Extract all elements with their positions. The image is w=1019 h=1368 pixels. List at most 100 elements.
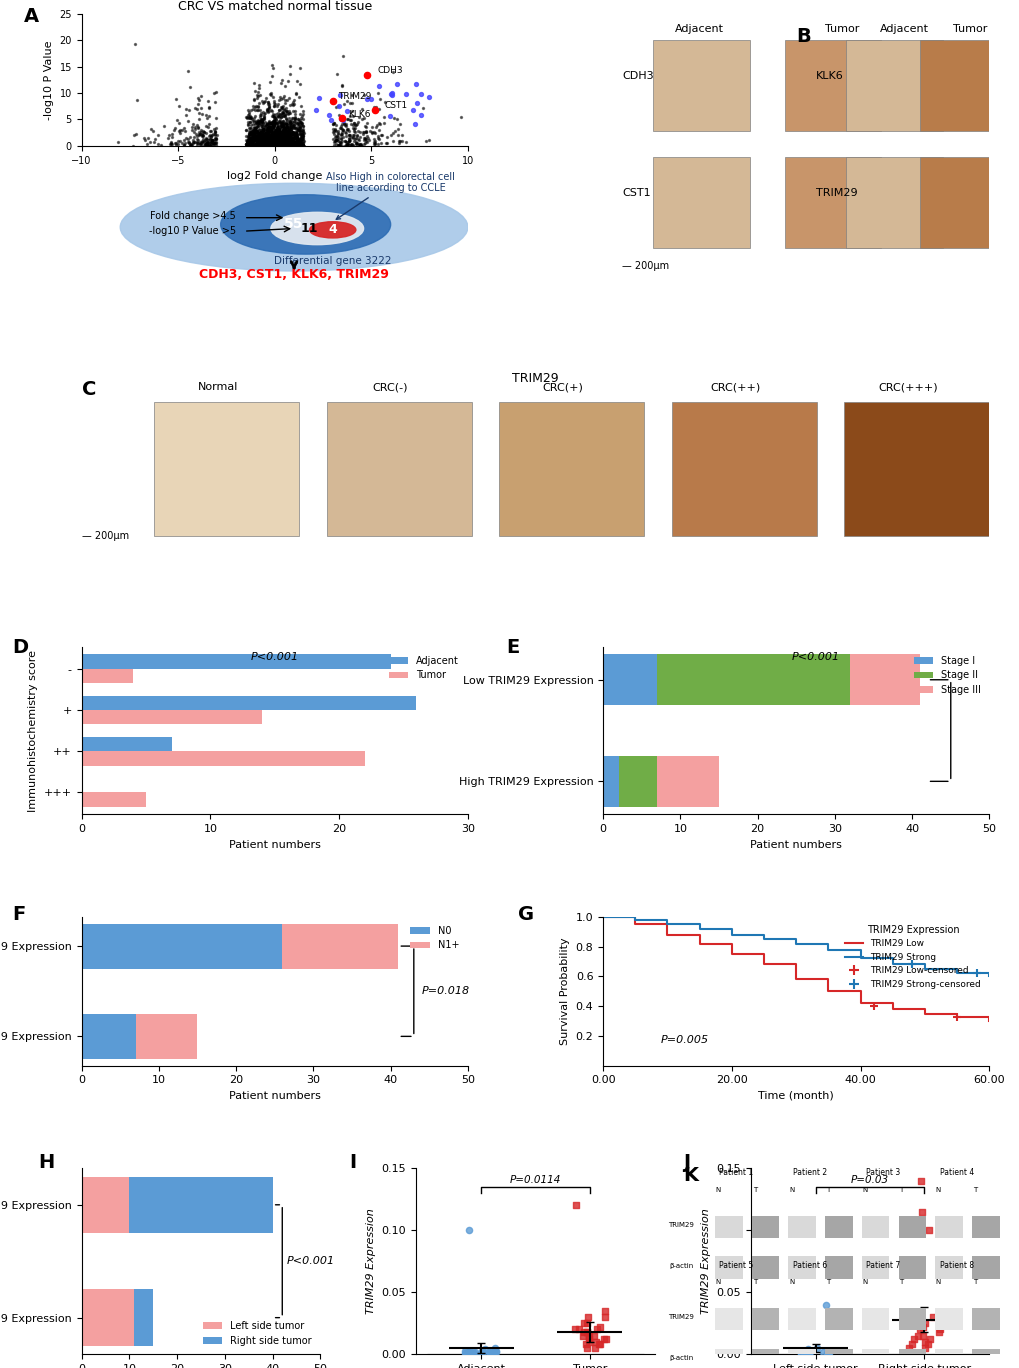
Point <box>283 129 300 150</box>
Point <box>263 131 279 153</box>
Point <box>245 127 261 149</box>
Point <box>198 122 214 144</box>
Point <box>267 119 283 141</box>
Point <box>269 118 285 140</box>
Point <box>274 127 290 149</box>
FancyBboxPatch shape <box>751 1216 779 1238</box>
Point <box>242 122 258 144</box>
Point <box>366 96 382 118</box>
Point <box>293 122 310 144</box>
Point <box>270 105 286 127</box>
FancyBboxPatch shape <box>971 1349 999 1368</box>
Point <box>345 124 362 146</box>
Point <box>253 127 269 149</box>
Point <box>275 122 291 144</box>
Point <box>239 134 256 156</box>
Point <box>261 122 277 144</box>
Point <box>275 124 291 146</box>
Point <box>346 122 363 144</box>
Point <box>249 133 265 155</box>
Point <box>272 126 288 148</box>
Point <box>253 133 269 155</box>
Point <box>193 85 209 107</box>
FancyBboxPatch shape <box>498 402 644 536</box>
Point <box>274 88 290 109</box>
Point <box>273 134 289 156</box>
Point <box>166 118 182 140</box>
Point <box>266 104 282 126</box>
Point <box>251 131 267 153</box>
Point <box>267 134 283 156</box>
Point <box>275 129 291 150</box>
Point <box>198 115 214 137</box>
Point <box>286 131 303 153</box>
Point <box>150 133 166 155</box>
Point <box>269 124 285 146</box>
Point <box>326 126 342 148</box>
Point <box>333 131 350 153</box>
Point <box>258 119 274 141</box>
Point <box>204 131 220 153</box>
Point <box>258 86 274 108</box>
Point <box>284 133 301 155</box>
Point <box>329 129 345 150</box>
Point <box>262 134 278 156</box>
Point <box>263 129 279 150</box>
Point <box>282 131 299 153</box>
Point <box>345 112 362 134</box>
Point <box>283 118 300 140</box>
Point <box>253 133 269 155</box>
Point <box>291 120 308 142</box>
Point <box>202 131 218 153</box>
Point <box>266 123 282 145</box>
Point <box>252 120 268 142</box>
Text: β-actin: β-actin <box>668 1263 693 1268</box>
Point <box>389 123 406 145</box>
Point <box>259 118 275 140</box>
Point <box>242 123 258 145</box>
Point <box>278 126 294 148</box>
Point <box>272 124 288 146</box>
Point <box>277 129 293 150</box>
Point <box>919 1334 935 1356</box>
Point <box>277 108 293 130</box>
Point <box>250 109 266 131</box>
Point <box>293 129 310 150</box>
Point <box>252 122 268 144</box>
Bar <box>136 1014 198 1059</box>
Point <box>271 129 287 150</box>
Point <box>338 134 355 156</box>
Point <box>268 126 284 148</box>
Point <box>288 119 305 141</box>
Point <box>247 116 263 138</box>
Point <box>816 1294 833 1316</box>
Point <box>270 133 286 155</box>
Point <box>261 131 277 153</box>
Point <box>286 103 303 124</box>
Bar <box>656 757 718 807</box>
Point <box>487 1339 503 1361</box>
Point <box>276 120 292 142</box>
Point <box>251 134 267 156</box>
Point <box>292 94 309 116</box>
Point <box>332 129 348 150</box>
Point <box>274 131 290 153</box>
Point <box>287 111 304 133</box>
Point <box>909 1324 925 1346</box>
Point <box>281 55 298 77</box>
Point <box>254 119 270 141</box>
Point <box>249 129 265 150</box>
Point <box>152 134 168 156</box>
Point <box>285 134 302 156</box>
Point <box>247 134 263 156</box>
Point <box>237 119 254 141</box>
Point <box>172 122 189 144</box>
Point <box>247 135 263 157</box>
Point <box>283 134 300 156</box>
Point <box>261 133 277 155</box>
Point <box>252 126 268 148</box>
Point <box>277 130 293 152</box>
Point <box>268 120 284 142</box>
Y-axis label: TRIM29 Expression: TRIM29 Expression <box>700 1208 710 1315</box>
Point <box>255 123 271 145</box>
